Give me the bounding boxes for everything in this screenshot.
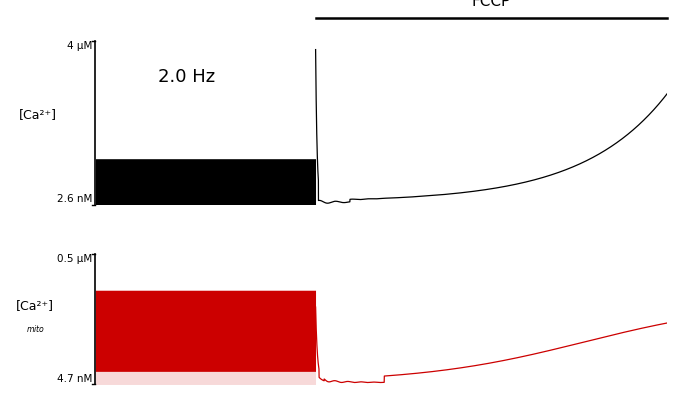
Text: 4 μM: 4 μM: [67, 41, 93, 51]
Text: 0.5 μM: 0.5 μM: [57, 254, 93, 263]
Text: $_{mito}$: $_{mito}$: [26, 323, 45, 336]
Text: [Ca²⁺]: [Ca²⁺]: [19, 108, 57, 121]
Text: 2.6 nM: 2.6 nM: [57, 195, 93, 204]
Text: FCCP: FCCP: [472, 0, 511, 9]
Text: 2.0 Hz: 2.0 Hz: [158, 68, 215, 86]
Text: [Ca²⁺]: [Ca²⁺]: [16, 299, 54, 312]
Text: 4.7 nM: 4.7 nM: [57, 375, 93, 384]
